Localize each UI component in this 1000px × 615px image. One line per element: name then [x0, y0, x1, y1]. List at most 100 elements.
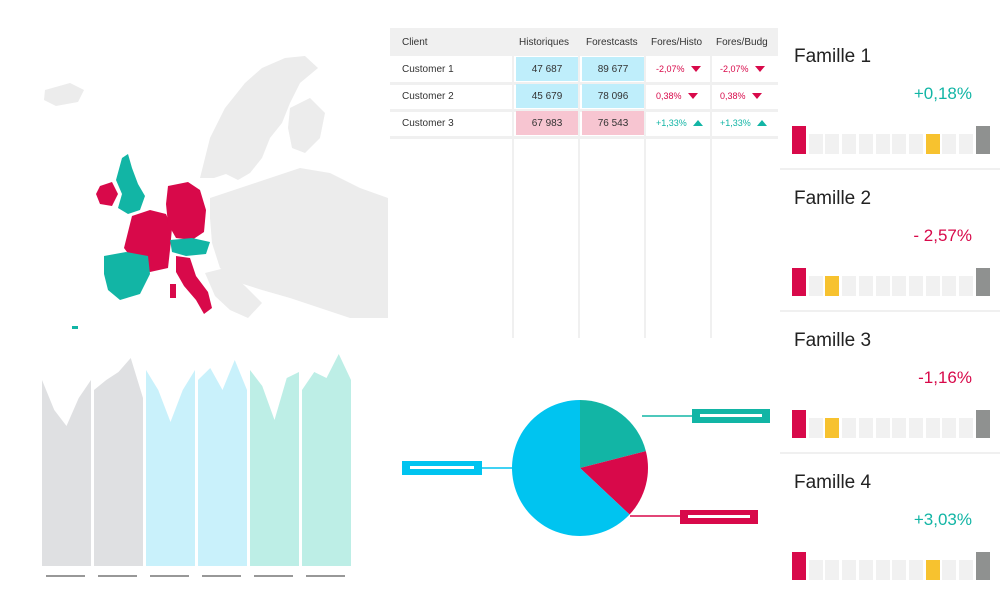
- map-region-iberia: [104, 252, 150, 300]
- table-row-3-forecasts: 76 543: [582, 111, 644, 135]
- family-bar: [792, 410, 806, 438]
- family-bar: [808, 276, 823, 296]
- table-header: Client Historiques Forestcasts Fores/His…: [390, 28, 778, 56]
- family-bar: [892, 418, 907, 438]
- family-cards: Famille 1 +0,18% Famille 2 - 2,57% Famil…: [780, 28, 1000, 594]
- family-bar: [892, 134, 907, 154]
- table-row-3-historiques: 67 983: [516, 111, 578, 135]
- map-region-finland: [288, 98, 325, 153]
- family-bar: [825, 276, 840, 296]
- family-value: -1,16%: [918, 368, 972, 387]
- family-title: Famille 1: [794, 46, 872, 67]
- table-row-3-fores-histo-value: +1,33%: [656, 118, 687, 128]
- family-bar: [858, 276, 873, 296]
- client-table: Client Historiques Forestcasts Fores/His…: [390, 28, 778, 338]
- pie-chart: [512, 400, 648, 536]
- family-bar: [925, 134, 940, 154]
- family-bar: [959, 418, 973, 438]
- family-bar: [908, 276, 923, 296]
- family-bar: [825, 560, 840, 580]
- family-bar: [792, 268, 806, 296]
- trend-down-icon: [687, 93, 698, 99]
- family-bar: [875, 560, 890, 580]
- family-bar: [858, 560, 873, 580]
- pie-slice-teal[interactable]: [580, 400, 646, 468]
- header-fores-histo: Fores/Histo: [651, 37, 703, 48]
- table-row-1-forecasts: 89 677: [582, 57, 644, 81]
- table-row-2-historiques: 45 679: [516, 84, 578, 108]
- column-fores-budg: [712, 56, 778, 338]
- family-bar: [908, 560, 923, 580]
- family-bar: [892, 560, 907, 580]
- table-row-1-fores-budg-value: -2,07%: [720, 64, 749, 74]
- family-bar: [858, 134, 873, 154]
- pie-slice-cyan[interactable]: [512, 400, 630, 536]
- map-region-eastern-europe: [210, 168, 388, 318]
- table-row-1-fores-budg: -2,07%: [712, 57, 774, 81]
- pie-chart-panel: [390, 340, 778, 590]
- area-chart-4[interactable]: [198, 360, 247, 566]
- trend-up-icon: [756, 120, 767, 126]
- pie-chart-svg: [402, 400, 770, 536]
- family-bar: [942, 560, 957, 580]
- family-bar: [959, 560, 973, 580]
- map-region-alps: [170, 238, 210, 256]
- table-row-2-fores-budg-value: 0,38%: [720, 91, 746, 101]
- header-fores-budg: Fores/Budg: [716, 37, 768, 48]
- family-bar: [925, 560, 940, 580]
- table-row-2-client[interactable]: Customer 2: [402, 90, 454, 102]
- header-forecasts: Forestcasts: [586, 37, 638, 48]
- family-value: +3,03%: [913, 510, 972, 529]
- family-bar: [842, 560, 857, 580]
- table-row-3-fores-histo: +1,33%: [648, 111, 710, 135]
- trend-down-icon: [751, 93, 762, 99]
- family-title: Famille 3: [794, 330, 872, 351]
- table-row-1-historiques: 47 687: [516, 57, 578, 81]
- table-row-2-fores-histo-value: 0,38%: [656, 91, 682, 101]
- trend-up-icon: [692, 120, 703, 126]
- table-row-3-client[interactable]: Customer 3: [402, 117, 454, 129]
- table-row-3-fores-budg: +1,33%: [712, 111, 774, 135]
- family-card-4[interactable]: Famille 4 +3,03%: [780, 454, 1000, 594]
- area-chart-5[interactable]: [250, 370, 299, 566]
- map-region-sardinia: [170, 284, 176, 298]
- family-bars: [792, 552, 990, 580]
- family-bar: [959, 276, 973, 296]
- family-title: Famille 4: [794, 472, 872, 493]
- map-region-italy: [176, 256, 212, 314]
- map-region-uk: [116, 154, 145, 214]
- header-historiques: Historiques: [519, 37, 570, 48]
- family-card-2[interactable]: Famille 2 - 2,57%: [780, 170, 1000, 310]
- family-bar: [808, 134, 823, 154]
- family-bar: [792, 552, 806, 580]
- family-card-3[interactable]: Famille 3 -1,16%: [780, 312, 1000, 452]
- area-chart-6[interactable]: [302, 354, 351, 566]
- column-client: [390, 56, 512, 338]
- table-row-1-client[interactable]: Customer 1: [402, 63, 454, 75]
- family-bar: [792, 126, 806, 154]
- family-bar: [842, 418, 857, 438]
- europe-map: [0, 28, 388, 338]
- family-bar: [975, 268, 990, 296]
- table-row-1-fores-histo: -2,07%: [648, 57, 710, 81]
- family-bar: [908, 418, 923, 438]
- table-row-3-fores-budg-value: +1,33%: [720, 118, 751, 128]
- family-bar: [825, 418, 840, 438]
- area-chart-1[interactable]: [42, 380, 91, 566]
- family-card-1[interactable]: Famille 1 +0,18%: [780, 28, 1000, 168]
- europe-map-svg: [44, 56, 388, 329]
- family-bar: [908, 134, 923, 154]
- family-value: - 2,57%: [913, 226, 972, 245]
- family-bars: [792, 268, 990, 296]
- family-bar: [808, 418, 823, 438]
- map-region-canary-islands: [72, 326, 78, 329]
- area-chart-3[interactable]: [146, 370, 195, 566]
- map-region-ireland: [96, 182, 118, 206]
- family-bar: [892, 276, 907, 296]
- family-bar: [942, 134, 957, 154]
- area-chart-2[interactable]: [94, 358, 143, 566]
- pie-slice-red[interactable]: [580, 451, 648, 515]
- family-bar: [975, 126, 990, 154]
- column-fores-histo: [646, 56, 710, 338]
- family-bar: [975, 552, 990, 580]
